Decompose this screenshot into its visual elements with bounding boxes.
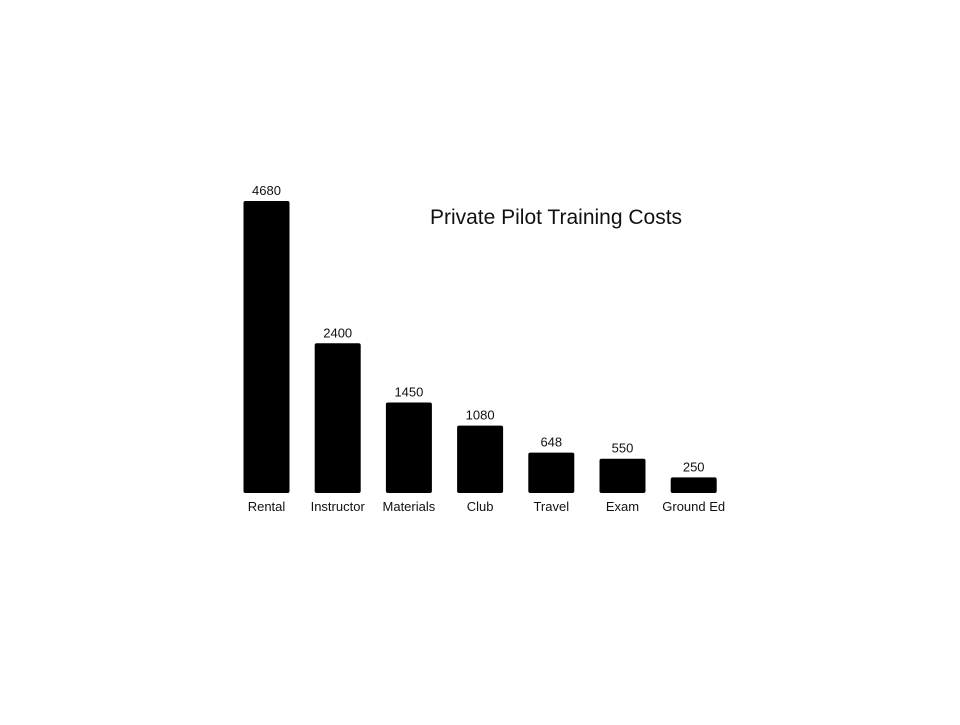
category-labels-group: Rental Instructor Materials Club Travel Exam G… <box>248 499 725 514</box>
category-label-travel: Travel <box>533 499 569 514</box>
value-label-club: 1080 <box>466 408 495 423</box>
category-label-rental: Rental <box>248 499 286 514</box>
value-label-rental: 4680 <box>252 183 281 198</box>
bar-instructor <box>314 343 361 493</box>
bar-ground-ed <box>670 477 717 493</box>
value-label-instructor: 2400 <box>323 325 352 340</box>
category-label-materials: Materials <box>383 499 436 514</box>
category-label-ground-ed: Ground Ed <box>662 499 725 514</box>
chart-title: Private Pilot Training Costs <box>430 206 682 229</box>
category-label-instructor: Instructor <box>311 499 366 514</box>
category-label-club: Club <box>467 499 494 514</box>
value-label-materials: 1450 <box>394 385 423 400</box>
bar-club <box>457 425 504 493</box>
value-label-exam: 550 <box>612 441 634 456</box>
bar-travel <box>528 452 575 493</box>
bar-materials <box>385 402 432 493</box>
value-label-ground-ed: 250 <box>683 459 705 474</box>
bars-group <box>243 201 717 493</box>
value-labels-group: 4680 2400 1450 1080 648 550 250 <box>252 183 705 474</box>
bar-exam <box>599 458 646 493</box>
value-label-travel: 648 <box>540 435 562 450</box>
category-label-exam: Exam <box>606 499 639 514</box>
bar-rental <box>243 201 290 493</box>
